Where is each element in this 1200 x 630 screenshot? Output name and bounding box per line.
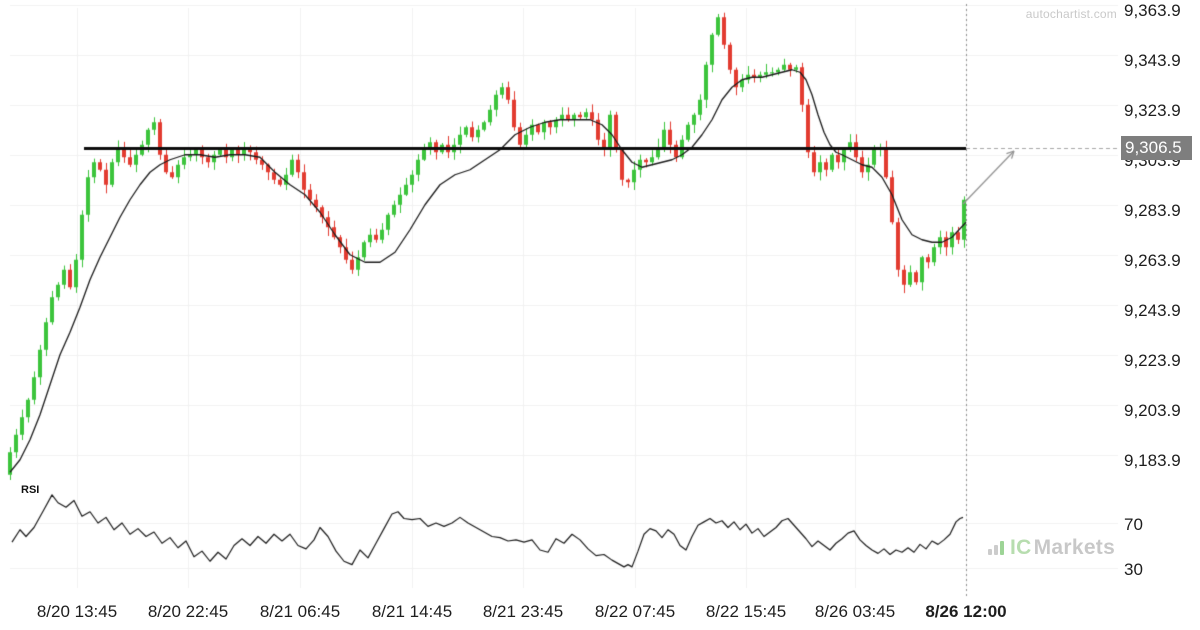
- time-tick-label: 8/22 15:45: [705, 602, 787, 621]
- price-tick-label: 9,223.9: [1124, 351, 1181, 370]
- rsi-tick-label: 70: [1124, 515, 1143, 534]
- icmarkets-ic-text: IC: [1010, 536, 1032, 559]
- price-tick-label: 9,283.9: [1124, 201, 1181, 220]
- price-badge: 9,306.5: [1121, 136, 1192, 160]
- price-tick-label: 9,243.9: [1124, 301, 1181, 320]
- price-tick-label: 9,203.9: [1124, 401, 1181, 420]
- time-tick-label: 8/22 07:45: [594, 602, 676, 621]
- price-tick-label: 9,323.9: [1124, 101, 1181, 120]
- time-tick-label: 8/20 13:45: [36, 602, 118, 621]
- autochartist-watermark: autochartist.com: [1025, 7, 1117, 21]
- time-tick-label: 8/21 14:45: [371, 602, 453, 621]
- rsi-tick-label: 30: [1124, 560, 1143, 579]
- time-tick-label: 8/21 23:45: [482, 602, 564, 621]
- bar-chart-icon: [988, 541, 1006, 555]
- price-tick-label: 9,183.9: [1124, 451, 1181, 470]
- price-tick-label: 9,263.9: [1124, 251, 1181, 270]
- time-tick-label: 8/20 22:45: [147, 602, 229, 621]
- rsi-label: RSI: [21, 484, 40, 496]
- price-tick-label: 9,343.9: [1124, 51, 1181, 70]
- icmarkets-markets-text: Markets: [1033, 536, 1116, 559]
- time-tick-label: 8/26 12:00: [925, 602, 1007, 621]
- icmarkets-logo: IC Markets: [988, 536, 1115, 560]
- price-tick-label: 9,363.9: [1124, 1, 1181, 20]
- time-tick-label: 8/26 03:45: [814, 602, 896, 621]
- time-tick-label: 8/21 06:45: [259, 602, 341, 621]
